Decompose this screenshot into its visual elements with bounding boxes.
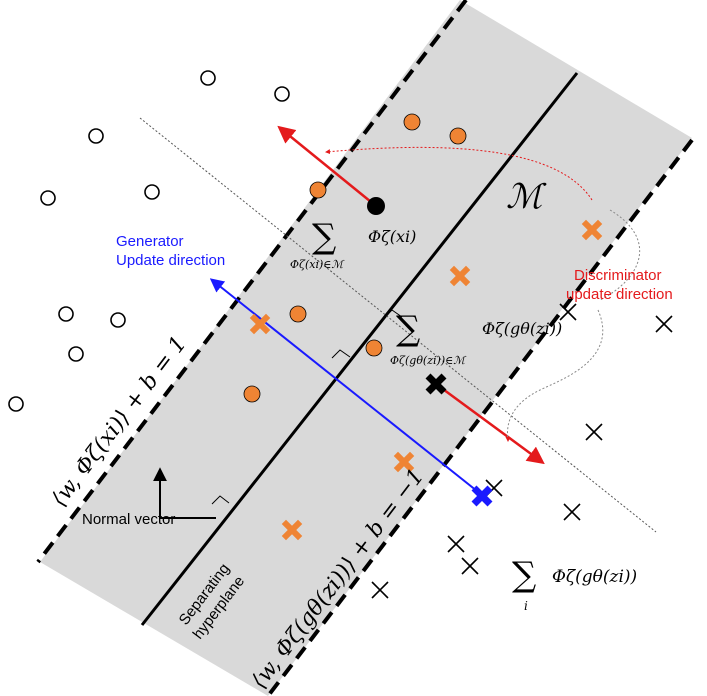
fake-point (461, 557, 479, 575)
sum-fake-symbol: ∑ (396, 309, 420, 349)
discriminator-label-line1: Discriminator (574, 267, 662, 284)
normal-vector-label: Normal vector (82, 511, 175, 528)
curve-arrow-mid (599, 209, 640, 301)
manifold-fake-point (393, 451, 415, 473)
sum-i-subscript: i (524, 599, 528, 613)
sum-real-subscript: Φζ(xi)∈ℳ (290, 258, 345, 271)
manifold-fake-point (581, 219, 603, 241)
right-angle-marker (383, 309, 403, 319)
real-point (144, 184, 160, 200)
real-point (200, 70, 216, 86)
real-point (274, 86, 290, 102)
fake-point (447, 535, 465, 553)
curve-arrow-right (506, 309, 604, 441)
manifold-real-point (289, 305, 307, 323)
real-manifold-points (243, 113, 467, 403)
manifold-real-point (365, 339, 383, 357)
fake-manifold-points (249, 219, 603, 541)
fake-update-arrow (435, 382, 545, 465)
manifold-symbol: ℳ (506, 177, 547, 217)
generator-label-line1: Generator (116, 233, 184, 250)
generator-label-line2: Update direction (116, 252, 225, 269)
manifold-fake-point (281, 519, 303, 541)
generator-fake-point (471, 485, 493, 507)
phi-g-label: Φζ(gθ(zi)) (482, 319, 562, 338)
real-point (40, 190, 56, 206)
fake-point (655, 315, 673, 333)
sum-fake-subscript: Φζ(gθ(zi))∈ℳ (390, 354, 467, 367)
real-point (68, 346, 84, 362)
fake-point (563, 503, 581, 521)
real-point (88, 128, 104, 144)
fake-data-points (371, 303, 673, 599)
right-angle-marker (331, 349, 351, 359)
manifold-real-point (243, 385, 261, 403)
sum-i-expression: Φζ(gθ(zi)) (552, 567, 637, 587)
real-point (58, 306, 74, 322)
selected-real-point (367, 197, 385, 215)
normal-vector-arrow (153, 467, 216, 519)
minus-margin-boundary (266, 138, 694, 696)
fake-point (585, 423, 603, 441)
real-data-points (8, 70, 290, 412)
generator-update-arrow (209, 278, 483, 496)
selected-fake-point (425, 373, 447, 395)
manifold-real-point (403, 113, 421, 131)
right-angle-marker (211, 495, 230, 505)
sum-real-symbol: ∑ (312, 217, 336, 257)
real-point (8, 396, 24, 412)
plus-margin-boundary (36, 0, 468, 564)
fake-point (371, 581, 389, 599)
separating-hyperplane-line (140, 72, 579, 626)
sum-i-symbol: ∑ (512, 555, 536, 595)
manifold-fake-point (249, 313, 271, 335)
discriminator-label-line2: update direction (566, 286, 673, 303)
fake-point (559, 303, 577, 321)
manifold-fake-point (449, 265, 471, 287)
manifold-real-point (309, 181, 327, 199)
manifold-real-point (449, 127, 467, 145)
real-point (110, 312, 126, 328)
curve-arrow-top (325, 146, 593, 201)
real-update-arrow (277, 125, 377, 207)
phi-x-label: Φζ(xi) (368, 227, 416, 246)
